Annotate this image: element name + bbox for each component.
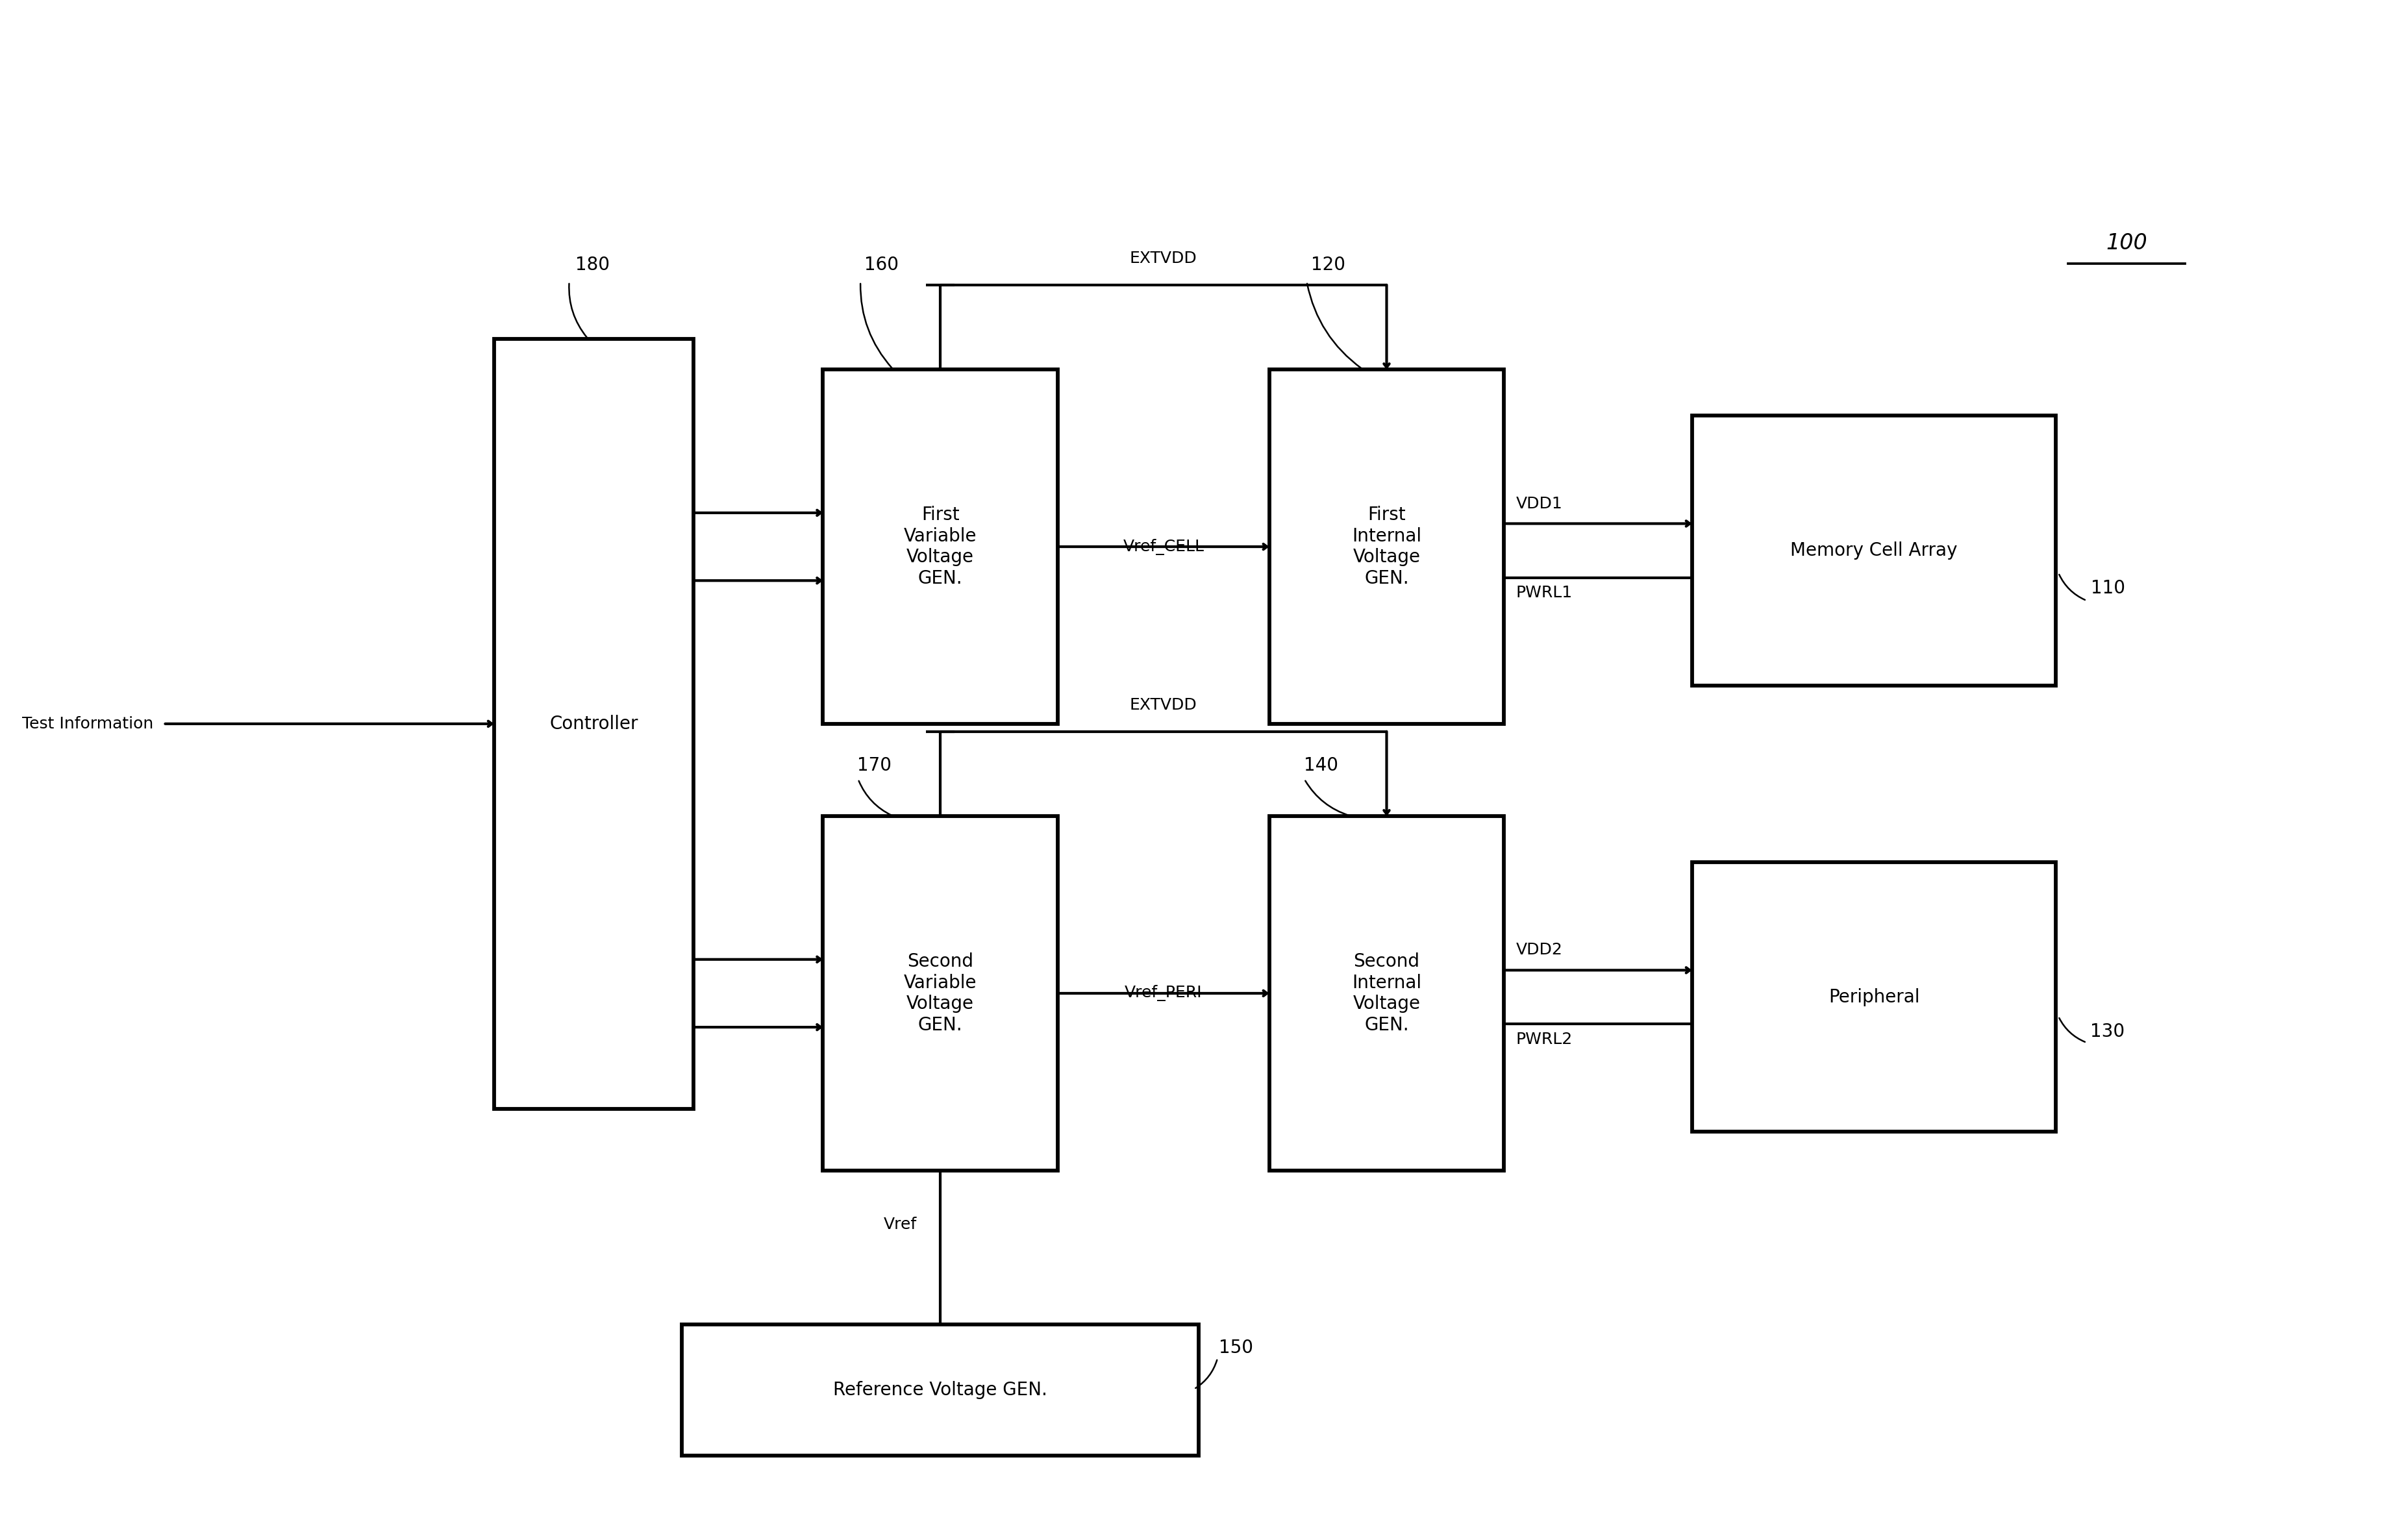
- Text: 110: 110: [2089, 579, 2125, 598]
- Text: VDD2: VDD2: [1514, 942, 1562, 958]
- Bar: [1270, 370, 1505, 724]
- Bar: [1692, 862, 2056, 1132]
- Text: PWRL1: PWRL1: [1514, 585, 1572, 601]
- Text: Peripheral: Peripheral: [1828, 989, 1919, 1006]
- Text: 170: 170: [858, 756, 891, 775]
- Bar: [822, 816, 1057, 1170]
- Text: Reference Voltage GEN.: Reference Voltage GEN.: [834, 1381, 1047, 1398]
- Text: Vref_PERI: Vref_PERI: [1124, 986, 1203, 1001]
- Text: Second
Variable
Voltage
GEN.: Second Variable Voltage GEN.: [903, 953, 978, 1033]
- Text: Second
Internal
Voltage
GEN.: Second Internal Voltage GEN.: [1351, 953, 1421, 1033]
- Bar: [683, 1324, 1198, 1455]
- Text: Memory Cell Array: Memory Cell Array: [1790, 542, 1958, 559]
- Text: 120: 120: [1311, 256, 1344, 274]
- Bar: [494, 339, 692, 1109]
- Text: EXTVDD: EXTVDD: [1129, 698, 1198, 713]
- Text: 130: 130: [2089, 1023, 2125, 1041]
- Text: Test Information: Test Information: [22, 716, 153, 731]
- Text: 180: 180: [575, 256, 609, 274]
- Bar: [822, 370, 1057, 724]
- Text: 150: 150: [1220, 1338, 1253, 1357]
- Text: First
Variable
Voltage
GEN.: First Variable Voltage GEN.: [903, 507, 978, 587]
- Text: 100: 100: [2106, 233, 2147, 254]
- Text: 160: 160: [865, 256, 899, 274]
- Bar: [1692, 416, 2056, 685]
- Text: First
Internal
Voltage
GEN.: First Internal Voltage GEN.: [1351, 507, 1421, 587]
- Text: 140: 140: [1303, 756, 1337, 775]
- Text: Vref_CELL: Vref_CELL: [1124, 539, 1203, 554]
- Text: PWRL2: PWRL2: [1514, 1032, 1572, 1047]
- Text: EXTVDD: EXTVDD: [1129, 251, 1198, 266]
- Text: Vref: Vref: [884, 1217, 918, 1232]
- Text: VDD1: VDD1: [1514, 496, 1562, 511]
- Text: Controller: Controller: [549, 715, 637, 733]
- Bar: [1270, 816, 1505, 1170]
